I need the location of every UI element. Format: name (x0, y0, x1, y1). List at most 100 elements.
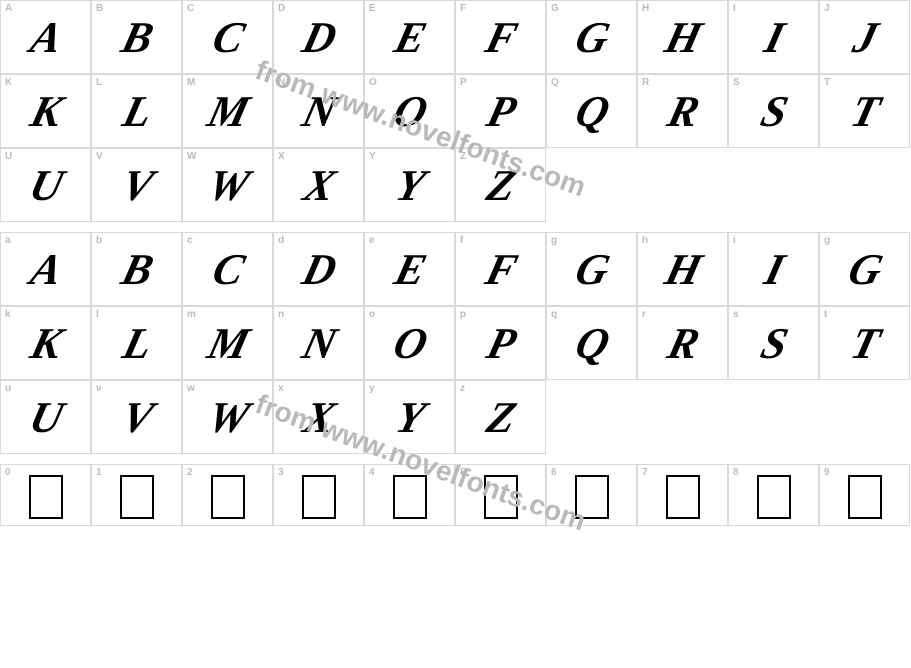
glyph-cell: 9 (819, 464, 910, 526)
glyph-cell: ZZ (455, 148, 546, 222)
cell-label: T (824, 77, 830, 88)
cell-label: 8 (733, 467, 739, 478)
glyph-cell: kK (0, 306, 91, 380)
glyph-cell: 3 (273, 464, 364, 526)
cell-glyph: E (390, 16, 429, 60)
glyph-cell: xX (273, 380, 364, 454)
glyph-cell: bB (91, 232, 182, 306)
glyph-cell: gG (546, 232, 637, 306)
cell-label: 3 (278, 467, 284, 478)
cell-glyph: M (203, 322, 252, 366)
cell-glyph: H (660, 248, 704, 292)
glyph-cell: QQ (546, 74, 637, 148)
cell-label: l (96, 309, 99, 320)
cell-glyph: N (298, 90, 340, 134)
cell-glyph: G (571, 16, 613, 60)
cell-label: u (5, 383, 11, 394)
glyph-cell: 1 (91, 464, 182, 526)
glyph-cell: cC (182, 232, 273, 306)
cell-glyph: I (760, 248, 787, 292)
cell-label: J (824, 3, 830, 14)
missing-glyph-box (120, 475, 154, 519)
cell-glyph: Y (391, 396, 428, 440)
cell-glyph: C (208, 248, 247, 292)
cell-glyph: K (26, 90, 65, 134)
cell-label: d (278, 235, 284, 246)
glyph-cell: DD (273, 0, 364, 74)
block-spacer (0, 222, 910, 232)
cell-glyph: F (481, 248, 520, 292)
cell-label: Y (369, 151, 376, 162)
missing-glyph-box (757, 475, 791, 519)
glyph-cell: RR (637, 74, 728, 148)
glyph-cell: VV (91, 148, 182, 222)
glyph-cell: NN (273, 74, 364, 148)
cell-label: X (278, 151, 285, 162)
cell-glyph: V (117, 164, 156, 208)
glyph-grid: aAbBcCdDeEfFgGhHiIgGkKlLmMnNoOpPqQrRsStT… (0, 232, 910, 454)
cell-glyph: T (846, 90, 883, 134)
glyph-cell: 2 (182, 464, 273, 526)
cell-glyph: N (298, 322, 340, 366)
glyph-cell: TT (819, 74, 910, 148)
glyph-cell: GG (546, 0, 637, 74)
cell-label: Z (460, 151, 466, 162)
cell-label: g (551, 235, 557, 246)
cell-label: s (733, 309, 739, 320)
glyph-cell: JJ (819, 0, 910, 74)
glyph-grid: AABBCCDDEEFFGGHHIIJJKKLLMMNNOOPPQQRRSSTT… (0, 0, 910, 222)
missing-glyph-box (211, 475, 245, 519)
glyph-cell: oO (364, 306, 455, 380)
missing-glyph-box (393, 475, 427, 519)
cell-glyph: F (481, 16, 520, 60)
cell-glyph: Y (391, 164, 428, 208)
glyph-cell: 4 (364, 464, 455, 526)
missing-glyph-box (848, 475, 882, 519)
glyph-cell: aA (0, 232, 91, 306)
glyph-cell: 6 (546, 464, 637, 526)
glyph-cell: 0 (0, 464, 91, 526)
cell-glyph: G (571, 248, 613, 292)
glyph-cell: PP (455, 74, 546, 148)
cell-label: z (460, 383, 465, 394)
cell-glyph: D (298, 248, 340, 292)
cell-glyph: L (118, 322, 155, 366)
cell-label: p (460, 309, 466, 320)
glyph-cell: CC (182, 0, 273, 74)
glyph-cell: XX (273, 148, 364, 222)
cell-glyph: T (846, 322, 883, 366)
glyph-cell: EE (364, 0, 455, 74)
glyph-cell: tT (819, 306, 910, 380)
cell-glyph: P (482, 90, 519, 134)
glyph-cell: rR (637, 306, 728, 380)
cell-label: E (369, 3, 376, 14)
cell-label: t (824, 309, 827, 320)
cell-label: L (96, 77, 102, 88)
cell-label: 9 (824, 467, 830, 478)
cell-label: 2 (187, 467, 193, 478)
cell-label: 7 (642, 467, 648, 478)
cell-glyph: M (203, 90, 252, 134)
cell-label: G (551, 3, 559, 14)
cell-label: S (733, 77, 740, 88)
glyph-cell: nN (273, 306, 364, 380)
cell-label: Q (551, 77, 559, 88)
cell-glyph: W (203, 164, 252, 208)
cell-label: m (187, 309, 196, 320)
cell-glyph: S (756, 322, 790, 366)
cell-glyph: O (389, 90, 431, 134)
cell-label: o (369, 309, 375, 320)
cell-glyph: W (203, 396, 252, 440)
cell-label: i (733, 235, 736, 246)
cell-glyph: X (299, 164, 338, 208)
glyph-cell: gG (819, 232, 910, 306)
cell-label: 4 (369, 467, 375, 478)
cell-label: R (642, 77, 649, 88)
cell-label: g (824, 235, 830, 246)
glyph-cell: eE (364, 232, 455, 306)
cell-label: 5 (460, 467, 466, 478)
cell-label: 1 (96, 467, 102, 478)
cell-label: V (96, 151, 103, 162)
cell-label: O (369, 77, 377, 88)
glyph-cell: YY (364, 148, 455, 222)
